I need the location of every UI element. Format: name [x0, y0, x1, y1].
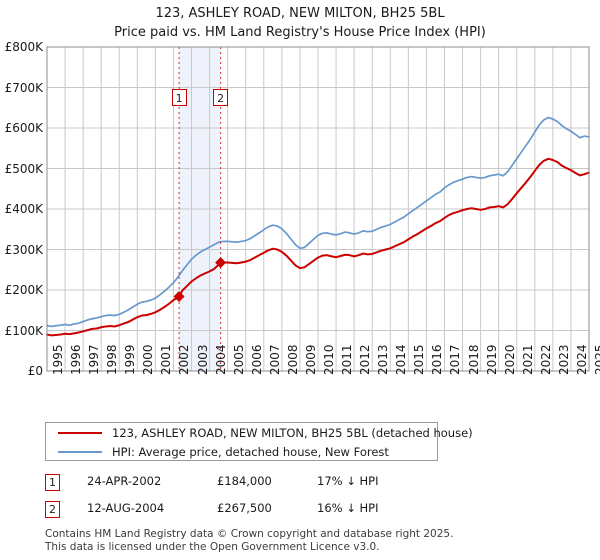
table-row[interactable]: 2 12-AUG-2004 £267,500 16% ↓ HPI — [45, 499, 465, 526]
series-line-hpi — [46, 116, 590, 328]
x-axis-tick-label: 2024 — [574, 344, 589, 375]
transaction-date: 12-AUG-2004 — [87, 501, 165, 515]
transactions-table: 1 24-APR-2002 £184,000 17% ↓ HPI 2 12-AU… — [45, 472, 465, 526]
x-axis-tick-label: 1997 — [87, 344, 102, 375]
table-row[interactable]: 1 24-APR-2002 £184,000 17% ↓ HPI — [45, 472, 465, 499]
transaction-hpi-delta: 17% ↓ HPI — [317, 474, 379, 488]
x-axis-tick-label: 2008 — [285, 344, 300, 375]
transaction-hpi-delta: 16% ↓ HPI — [317, 501, 379, 515]
legend-label-hpi: HPI: Average price, detached house, New … — [112, 444, 389, 459]
legend-label-price-paid: 123, ASHLEY ROAD, NEW MILTON, BH25 5BL (… — [112, 425, 473, 440]
transaction-price: £184,000 — [217, 474, 272, 488]
chart-event-badge-2[interactable]: 2 — [213, 89, 229, 106]
legend-entry-hpi: HPI: Average price, detached house, New … — [46, 442, 437, 461]
event-marker-point-1 — [173, 290, 185, 302]
chart-legend: 123, ASHLEY ROAD, NEW MILTON, BH25 5BL (… — [45, 422, 473, 461]
plot-frame — [46, 46, 590, 372]
footer-line-copyright: Contains HM Land Registry data © Crown c… — [45, 528, 454, 540]
y-axis-tick-label: £400K — [4, 202, 43, 216]
x-axis-tick-label: 1999 — [123, 344, 138, 375]
x-axis-tick-label: 1995 — [51, 344, 65, 375]
x-axis-tick-label: 2012 — [358, 344, 373, 375]
x-axis-tick-label: 2014 — [394, 344, 409, 375]
chart-plot-region: £0 £100K £200K £300K £400K £500K £600K £700K £80… — [4, 40, 600, 378]
x-axis-tick-label: 2020 — [502, 344, 517, 375]
copyright-footer: Contains HM Land Registry data © Crown c… — [45, 528, 585, 553]
x-axis-tick-label: 2025 — [593, 344, 600, 375]
x-axis-tick-label: 1998 — [105, 344, 120, 375]
x-axis-tick-label: 2010 — [322, 344, 336, 375]
x-axis-tick-label: 2004 — [213, 344, 228, 375]
page-title: 123, ASHLEY ROAD, NEW MILTON, BH25 5BL P… — [0, 0, 600, 42]
x-axis-tick-label: 2009 — [303, 344, 318, 375]
legend-swatch-price-paid — [58, 431, 102, 434]
x-axis-tick-label: 1996 — [69, 344, 84, 375]
x-axis-tick-label: 2003 — [195, 344, 210, 375]
transaction-price: £267,500 — [217, 501, 272, 515]
x-axis-tick-label: 2005 — [231, 344, 246, 375]
chart-subtitle: Price paid vs. HM Land Registry's House … — [114, 25, 486, 40]
y-axis-tick-label: £600K — [4, 121, 43, 135]
x-axis-tick-label: 2015 — [412, 344, 427, 375]
x-axis-tick-label: 2019 — [484, 344, 499, 375]
footer-line-licence: This data is licensed under the Open Gov… — [45, 540, 380, 553]
y-axis-tick-label: £0 — [27, 364, 43, 378]
chart-event-badge-1[interactable]: 1 — [171, 89, 187, 106]
y-axis-tick-label: £800K — [4, 40, 43, 54]
chart-title: 123, ASHLEY ROAD, NEW MILTON, BH25 5BL — [155, 6, 445, 21]
y-axis-tick-label: £700K — [4, 80, 43, 95]
x-axis-tick-label: 2001 — [159, 344, 174, 375]
transaction-date: 24-APR-2002 — [87, 474, 162, 488]
transaction-marker-2: 2 — [45, 501, 60, 518]
series-line-price-paid — [46, 157, 590, 337]
x-axis-tick-label: 2016 — [430, 344, 445, 375]
event-marker-point-2 — [215, 257, 227, 269]
y-axis-tick-label: £300K — [4, 242, 43, 257]
x-axis-tick-label: 2017 — [448, 344, 463, 375]
x-axis-tick-label: 2022 — [538, 344, 553, 375]
x-axis-tick-label: 2013 — [376, 344, 391, 375]
x-axis-tick-label: 2000 — [141, 344, 156, 375]
x-axis-tick-label: 2021 — [520, 344, 535, 375]
y-axis-tick-label: £100K — [4, 323, 43, 338]
legend-entry-price-paid: 123, ASHLEY ROAD, NEW MILTON, BH25 5BL (… — [46, 423, 473, 442]
x-axis-tick-label: 2018 — [466, 344, 481, 375]
chart-svg — [46, 46, 590, 372]
legend-swatch-hpi — [58, 450, 102, 453]
x-axis-tick-label: 2006 — [249, 344, 264, 375]
y-axis-tick-label: £200K — [4, 283, 43, 297]
x-axis-tick-label: 2002 — [177, 344, 192, 375]
x-axis-tick-label: 2023 — [556, 344, 571, 375]
x-axis-tick-label: 2007 — [267, 344, 282, 375]
x-axis-tick-label: 2011 — [340, 344, 355, 375]
transaction-marker-1: 1 — [45, 474, 60, 491]
y-axis-tick-label: £500K — [4, 161, 43, 176]
